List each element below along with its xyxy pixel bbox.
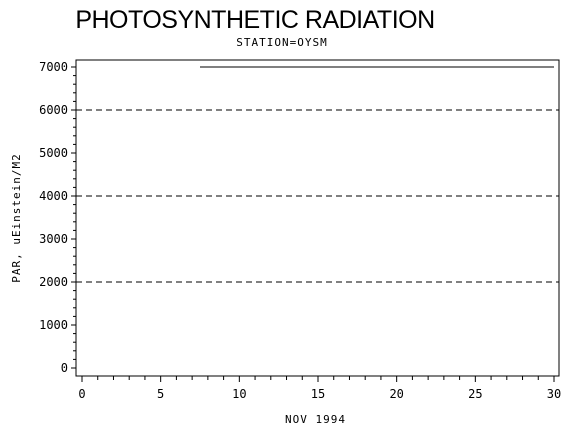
x-tick-label: 0 xyxy=(78,387,85,401)
y-tick-label: 4000 xyxy=(39,189,68,203)
x-tick-label: 5 xyxy=(157,387,164,401)
x-tick-label: 30 xyxy=(547,387,561,401)
y-axis-title: PAR, uEinstein/M2 xyxy=(10,153,23,283)
x-tick-label: 25 xyxy=(468,387,482,401)
chart-title-text: PHOTOSYNTHETIC RADIATION xyxy=(75,6,435,34)
x-tick-label: 15 xyxy=(311,387,325,401)
chart-subtitle-text: STATION=OYSM xyxy=(236,36,328,49)
plot-frame xyxy=(75,59,560,377)
y-tick-label: 6000 xyxy=(39,103,68,117)
x-tick-label: 10 xyxy=(232,387,246,401)
chart-subtitle: STATION=OYSM xyxy=(0,36,570,49)
y-tick-label: 2000 xyxy=(39,275,68,289)
y-tick-label: 7000 xyxy=(39,60,68,74)
y-tick-label: 0 xyxy=(61,361,68,375)
y-tick-label: 5000 xyxy=(39,146,68,160)
y-tick-label: 1000 xyxy=(39,318,68,332)
y-tick-label: 3000 xyxy=(39,232,68,246)
x-axis-title: NOV 1994 xyxy=(285,413,346,426)
chart-title: PHOTOSYNTHETIC RADIATION xyxy=(0,6,570,35)
x-tick-label: 20 xyxy=(389,387,403,401)
